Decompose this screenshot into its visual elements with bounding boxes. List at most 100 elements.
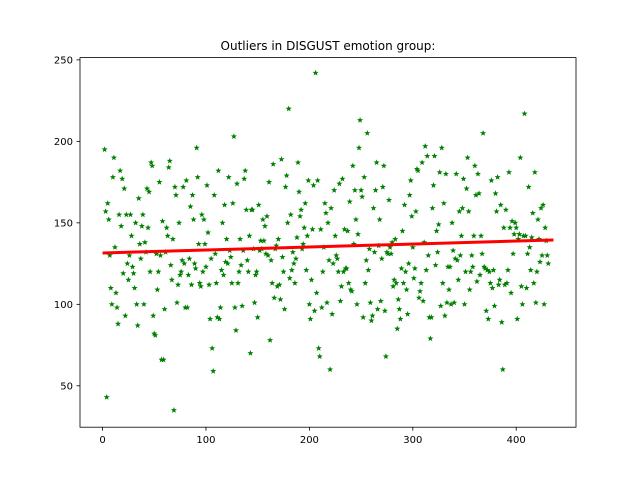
data-point-361 <box>474 170 481 177</box>
data-point-297 <box>408 213 415 219</box>
data-point-158 <box>264 252 272 259</box>
data-point-424 <box>540 201 547 208</box>
data-point-290 <box>401 201 408 208</box>
data-point-311 <box>423 266 430 273</box>
data-point-112 <box>217 304 224 311</box>
data-point-128 <box>233 180 241 187</box>
data-point-289 <box>400 279 407 286</box>
data-point-43 <box>146 188 153 195</box>
data-point-318 <box>430 182 437 188</box>
data-point-75 <box>179 257 186 263</box>
data-point-210 <box>318 304 325 311</box>
data-point-8 <box>109 174 116 180</box>
data-point-185 <box>292 255 299 262</box>
data-point-277 <box>388 250 395 257</box>
data-point-375 <box>489 284 496 291</box>
data-point-30 <box>132 219 139 226</box>
data-point-131 <box>237 235 244 242</box>
data-point-4 <box>105 216 112 223</box>
data-point-148 <box>254 314 261 320</box>
data-point-354 <box>467 268 474 275</box>
data-point-269 <box>379 183 386 190</box>
data-point-115 <box>220 271 227 278</box>
data-point-306 <box>418 279 425 286</box>
data-point-21 <box>123 211 130 218</box>
data-point-381 <box>495 281 502 288</box>
chart-title: Outliers in DISGUST emotion group: <box>221 39 436 53</box>
data-point-79 <box>183 177 190 184</box>
data-point-50 <box>153 250 160 257</box>
data-point-98 <box>202 263 210 270</box>
data-point-171 <box>278 156 285 162</box>
data-point-326 <box>438 144 445 151</box>
data-point-237 <box>346 198 353 205</box>
data-point-198 <box>306 301 313 307</box>
data-point-343 <box>456 208 463 215</box>
data-point-130 <box>236 268 243 275</box>
data-point-333 <box>445 286 453 293</box>
data-point-364 <box>478 232 485 239</box>
data-point-389 <box>503 279 510 286</box>
data-point-222 <box>331 187 338 193</box>
data-point-404 <box>519 301 526 307</box>
data-point-339 <box>452 255 459 262</box>
data-point-229 <box>338 283 345 289</box>
data-point-369 <box>483 307 490 314</box>
data-point-14 <box>116 211 123 218</box>
data-point-407 <box>522 232 529 239</box>
data-point-279 <box>390 283 397 289</box>
data-point-107 <box>212 250 219 257</box>
data-point-6 <box>107 284 114 291</box>
data-point-90 <box>194 174 201 180</box>
data-point-298 <box>409 244 416 250</box>
data-point-288 <box>399 227 406 234</box>
data-point-291 <box>402 268 409 275</box>
data-point-181 <box>288 266 295 273</box>
data-point-261 <box>371 248 378 255</box>
data-point-299 <box>410 275 417 281</box>
data-point-274 <box>384 250 392 257</box>
data-point-380 <box>494 174 501 180</box>
data-point-81 <box>185 271 192 278</box>
y-tick-label: 100 <box>54 300 73 311</box>
data-point-60 <box>163 224 170 231</box>
data-point-196 <box>304 232 311 239</box>
data-point-410 <box>525 183 532 190</box>
data-point-250 <box>360 314 367 320</box>
data-point-153 <box>259 216 266 223</box>
data-point-258 <box>368 317 375 324</box>
data-point-270 <box>380 162 387 169</box>
data-point-400 <box>515 235 522 242</box>
data-point-72 <box>176 219 183 226</box>
data-point-287 <box>398 265 405 272</box>
data-point-52 <box>155 268 162 275</box>
data-point-238 <box>347 286 354 293</box>
data-point-302 <box>413 165 420 172</box>
data-point-62 <box>165 164 172 171</box>
data-point-199 <box>307 315 314 322</box>
data-point-397 <box>512 219 519 226</box>
data-point-201 <box>309 226 316 232</box>
data-point-25 <box>127 211 134 218</box>
data-point-194 <box>302 200 309 206</box>
data-point-310 <box>422 143 429 149</box>
data-point-257 <box>367 299 374 306</box>
data-point-260 <box>370 204 377 211</box>
data-point-284 <box>395 296 402 303</box>
data-point-347 <box>460 175 467 182</box>
data-point-5 <box>106 252 113 259</box>
data-point-207 <box>315 345 322 351</box>
data-point-206 <box>314 177 321 184</box>
data-point-132 <box>238 262 245 268</box>
data-point-272 <box>382 353 389 360</box>
data-point-345 <box>458 232 465 239</box>
data-point-204 <box>312 69 319 76</box>
data-point-220 <box>329 310 336 317</box>
data-point-28 <box>130 270 137 276</box>
data-point-109 <box>214 314 221 320</box>
data-point-13 <box>115 320 122 327</box>
data-point-341 <box>454 257 461 263</box>
data-point-37 <box>139 211 146 218</box>
data-point-127 <box>232 327 239 333</box>
data-point-225 <box>334 255 341 262</box>
